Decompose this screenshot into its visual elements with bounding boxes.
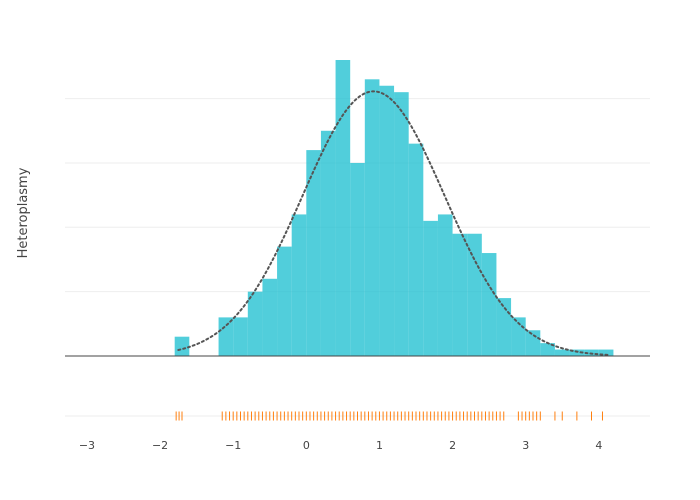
histogram-bar [437, 214, 453, 356]
x-tick-label: −1 [225, 439, 241, 452]
histogram-bar [320, 130, 336, 356]
histogram-bar [174, 336, 190, 356]
y-axis-title: Heteroplasmy [16, 167, 31, 258]
x-axis-ticks: −3 −2 −1 0 1 2 3 4 [79, 439, 602, 452]
histogram-bar [277, 246, 292, 356]
histogram-bar [408, 143, 424, 356]
x-tick-label: −3 [79, 439, 95, 452]
histogram-bar [525, 330, 541, 356]
histogram-bar [364, 79, 380, 356]
histogram-bar [598, 349, 614, 356]
histogram-bar [350, 162, 365, 356]
histogram-bar [467, 233, 482, 356]
x-tick-label: 4 [595, 439, 602, 452]
x-tick-label: 1 [376, 439, 383, 452]
histogram-bar [218, 317, 234, 356]
histogram-bar [291, 214, 307, 356]
histogram-bar [262, 278, 278, 356]
histogram-bar [496, 298, 512, 356]
histogram-bar [335, 60, 351, 356]
x-tick-label: 2 [449, 439, 456, 452]
histogram-bar [379, 85, 395, 356]
x-tick-label: 3 [522, 439, 529, 452]
histogram-bar [423, 220, 438, 356]
x-tick-label: −2 [152, 439, 168, 452]
density-curve-line [177, 90, 611, 356]
rug-plot [175, 411, 603, 421]
histogram-bar [540, 343, 555, 356]
x-tick-label: 0 [303, 439, 310, 452]
histogram-bar [394, 92, 409, 356]
histogram-bar [247, 291, 263, 356]
histogram-bars [174, 60, 614, 356]
histogram-bar [554, 349, 570, 356]
histogram-bar [452, 233, 468, 356]
histogram-bar [481, 253, 497, 356]
histogram-bar [233, 317, 248, 356]
histogram-bar [306, 150, 321, 356]
histogram-bar [569, 349, 585, 356]
density-curve [177, 90, 611, 356]
